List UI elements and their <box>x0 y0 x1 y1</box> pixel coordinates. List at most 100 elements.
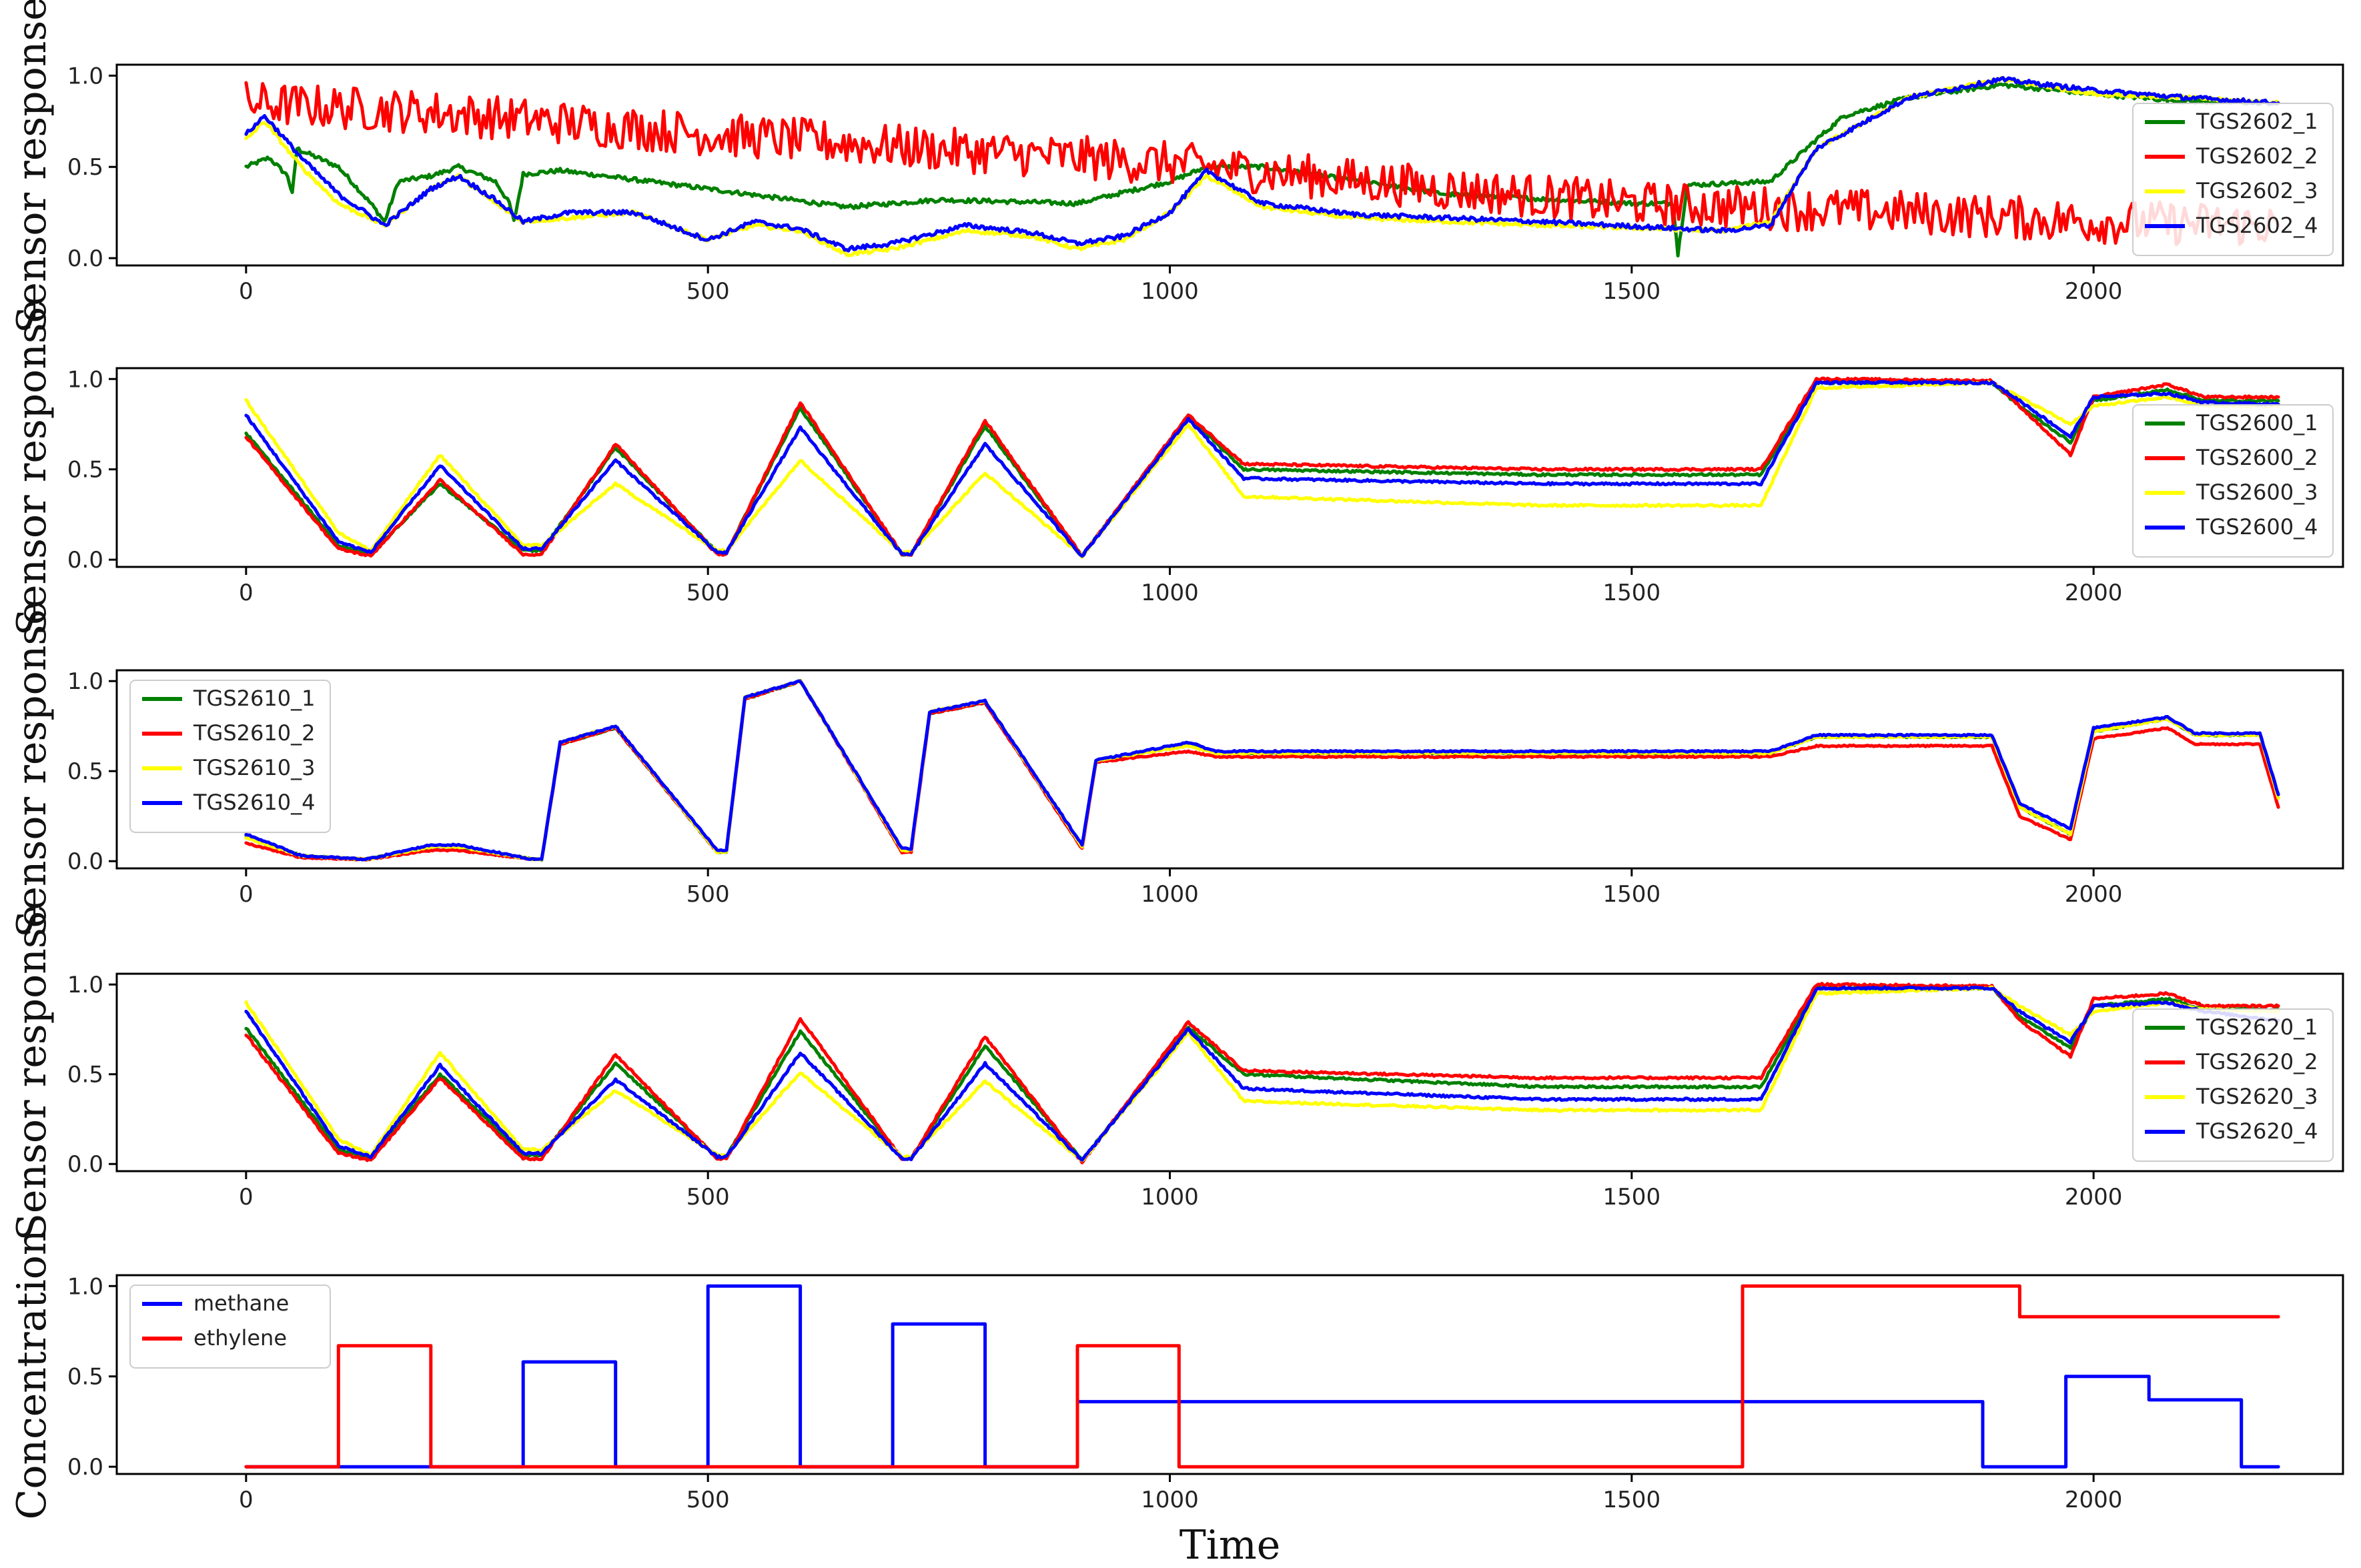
series-line-TGS2620_2 <box>244 982 2280 1164</box>
legend-label: TGS2602_1 <box>2196 109 2318 134</box>
legend-label: TGS2600_2 <box>2196 445 2318 470</box>
chart-panel-5: 0 500 1000 1500 2000 0.0 0.5 1.0 Concentration Ti… <box>9 1229 2344 1568</box>
series-group <box>244 1284 2280 1469</box>
y-axis-label: Sensor response <box>9 0 55 333</box>
x-tick-label: 500 <box>686 881 730 908</box>
series-line-TGS2600_1 <box>244 379 2280 558</box>
x-tick-label: 0 <box>239 1487 254 1513</box>
x-tick-label: 0 <box>239 1184 254 1211</box>
y-tick-label: 0.5 <box>67 457 103 484</box>
y-tick-label: 1.0 <box>67 668 103 695</box>
series-group <box>244 679 2280 862</box>
x-axis-label: Time <box>1179 1522 1281 1568</box>
x-tick-label: 1000 <box>1141 580 1199 606</box>
legend-label: TGS2610_2 <box>193 720 315 746</box>
series-line-TGS2610_3 <box>244 680 2280 862</box>
x-tick-label: 1500 <box>1603 580 1661 606</box>
y-axis-label: Sensor response <box>9 904 55 1241</box>
x-tick-label: 1000 <box>1141 1184 1199 1211</box>
legend: TGS2620_1 TGS2620_2 TGS2620_3 TGS2620_4 <box>2132 1008 2334 1162</box>
x-tick-label: 1500 <box>1603 278 1661 305</box>
legend-label: ethylene <box>193 1325 287 1351</box>
y-tick-label: 1.0 <box>67 972 103 998</box>
legend-label: TGS2600_3 <box>2196 480 2318 505</box>
x-tick-label: 0 <box>239 278 254 305</box>
x-tick-label: 2000 <box>2065 1487 2123 1513</box>
y-tick-label: 0.0 <box>67 848 103 875</box>
legend-box <box>2132 404 2334 558</box>
series-line-TGS2600_4 <box>244 379 2280 558</box>
legend-label: TGS2620_3 <box>2196 1084 2318 1109</box>
legend-label: methane <box>193 1291 289 1316</box>
legend-box <box>129 680 331 833</box>
y-tick-label: 0.0 <box>67 547 103 574</box>
series-line-TGS2600_2 <box>244 376 2280 559</box>
y-tick-label: 0.5 <box>67 1364 103 1391</box>
legend-label: TGS2610_1 <box>193 686 315 711</box>
x-tick-label: 500 <box>686 1487 730 1513</box>
series-group <box>244 376 2280 559</box>
series-line-TGS2602_1 <box>244 82 2280 257</box>
legend-label: TGS2600_4 <box>2196 514 2318 540</box>
y-tick-label: 0.5 <box>67 758 103 785</box>
chart-panel-4: 0 500 1000 1500 2000 0.0 0.5 1.0 Sensor response… <box>9 904 2344 1241</box>
plot-frame <box>115 972 2344 1172</box>
series-line-TGS2602_2 <box>244 81 2280 246</box>
legend: TGS2610_1 TGS2610_2 TGS2610_3 TGS2610_4 <box>129 680 331 833</box>
x-tick-label: 500 <box>686 278 730 305</box>
legend-label: TGS2602_2 <box>2196 143 2318 169</box>
series-line-TGS2610_1 <box>244 679 2280 862</box>
series-group <box>244 982 2280 1164</box>
x-tick-label: 500 <box>686 580 730 606</box>
legend-label: TGS2602_3 <box>2196 178 2318 203</box>
series-line-ethylene <box>244 1284 2280 1469</box>
series-line-TGS2610_4 <box>244 679 2280 862</box>
chart-panel-1: 0 500 1000 1500 2000 0.0 0.5 1.0 Sensor response… <box>9 0 2344 333</box>
plot-frame <box>115 669 2344 870</box>
y-tick-label: 0.0 <box>67 245 103 272</box>
x-tick-label: 500 <box>686 1184 730 1211</box>
legend: TGS2602_1 TGS2602_2 TGS2602_3 TGS2602_4 <box>2132 103 2334 256</box>
series-line-TGS2610_2 <box>244 679 2280 862</box>
y-tick-label: 1.0 <box>67 366 103 393</box>
x-tick-label: 1500 <box>1603 1487 1661 1513</box>
y-axis-label: Sensor response <box>9 601 55 937</box>
x-tick-label: 2000 <box>2065 278 2123 305</box>
y-tick-label: 1.0 <box>67 1273 103 1300</box>
chart-panel-3: 0 500 1000 1500 2000 0.0 0.5 1.0 Sensor response… <box>9 601 2344 938</box>
x-tick-label: 1500 <box>1603 881 1661 908</box>
legend-label: TGS2602_4 <box>2196 213 2318 238</box>
y-tick-label: 0.0 <box>67 1454 103 1481</box>
x-tick-label: 2000 <box>2065 881 2123 908</box>
legend-label: TGS2610_3 <box>193 755 315 780</box>
y-axis-label: Concentration <box>9 1229 55 1519</box>
legend-label: TGS2620_1 <box>2196 1014 2318 1040</box>
x-tick-label: 1000 <box>1141 1487 1199 1513</box>
series-line-TGS2620_1 <box>244 985 2280 1163</box>
x-tick-label: 1000 <box>1141 881 1199 908</box>
x-tick-label: 2000 <box>2065 580 2123 606</box>
legend-label: TGS2600_1 <box>2196 410 2318 436</box>
y-tick-label: 0.5 <box>67 1062 103 1088</box>
series-line-TGS2602_4 <box>244 76 2280 253</box>
legend-box <box>2132 1008 2334 1162</box>
plot-frame <box>115 1274 2344 1475</box>
y-tick-label: 0.5 <box>67 154 103 181</box>
legend: methane ethylene <box>129 1285 331 1369</box>
x-tick-label: 0 <box>239 881 254 908</box>
y-axis-label: Sensor response <box>9 299 55 636</box>
x-tick-label: 1000 <box>1141 278 1199 305</box>
series-line-TGS2620_4 <box>244 985 2280 1162</box>
legend: TGS2600_1 TGS2600_2 TGS2600_3 TGS2600_4 <box>2132 404 2334 558</box>
y-tick-label: 1.0 <box>67 63 103 89</box>
x-tick-label: 0 <box>239 580 254 606</box>
chart-panel-2: 0 500 1000 1500 2000 0.0 0.5 1.0 Sensor response… <box>9 299 2344 636</box>
legend-label: TGS2620_2 <box>2196 1049 2318 1074</box>
y-tick-label: 0.0 <box>67 1151 103 1178</box>
legend-label: TGS2610_4 <box>193 790 315 815</box>
series-group <box>244 75 2280 257</box>
x-tick-label: 1500 <box>1603 1184 1661 1211</box>
legend-label: TGS2620_4 <box>2196 1118 2318 1144</box>
plot-frame <box>115 367 2344 568</box>
